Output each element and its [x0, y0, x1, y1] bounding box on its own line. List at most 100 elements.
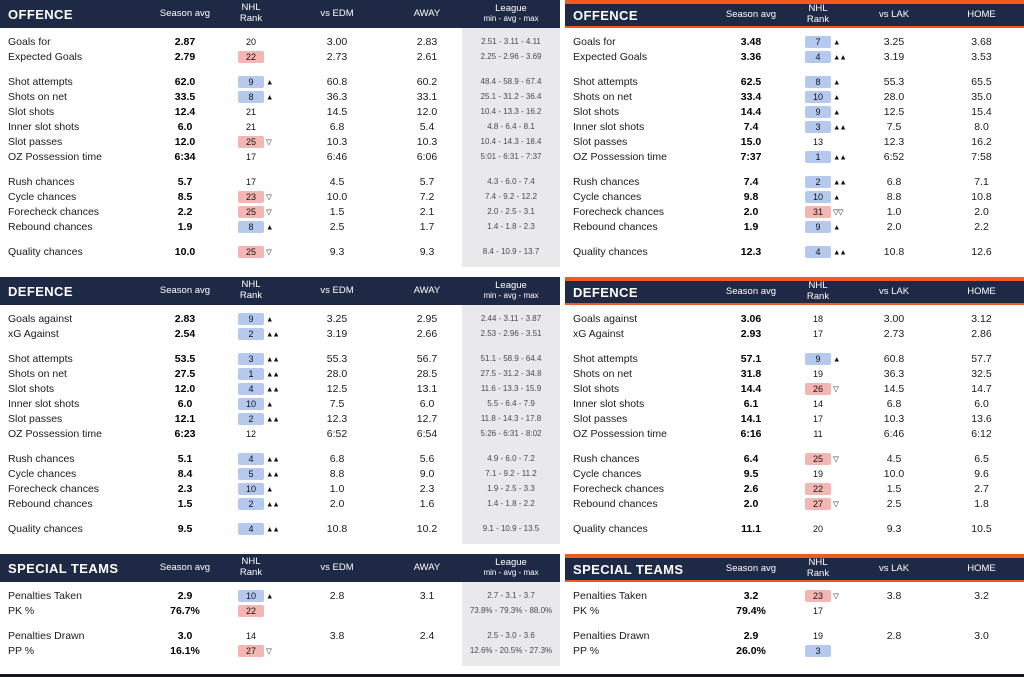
col-header-nhl-rank: NHL Rank [806, 280, 830, 302]
home-away-value: 35.0 [971, 90, 992, 103]
rank-down-icon: ▽ [266, 136, 272, 146]
nhl-rank-cell: 4 ▲▲ [220, 522, 282, 535]
stat-label: Slot passes [573, 135, 628, 148]
table-row: Slot passes 15.0 13 12.3 16.2 [565, 134, 1024, 149]
home-away-value: 13.1 [416, 382, 438, 395]
rank-up-icon: ▲▲ [266, 453, 280, 463]
table-row: PK % 76.7% 22 73.8% - 79.3% - 88.0% [0, 603, 560, 618]
table-row: Rush chances 5.7 17 4.5 5.7 4.3 - 6.0 - 7.4 [0, 174, 560, 189]
stat-group: Penalties Drawn 3.0 14 3.8 2.4 2.5 - 3.0 - 3.… [0, 628, 560, 658]
nhl-rank-value: 10 [805, 90, 831, 103]
nhl-rank-cell: 17 [220, 151, 282, 163]
season-avg-value: 7.4 [743, 120, 759, 133]
nhl-rank-cell: 14 [220, 630, 282, 642]
league-range-value: 27.5 - 31.2 - 34.8 [480, 369, 542, 378]
stat-group: Goals for 3.48 7 ▲ 3.25 3.68 Expected Goals 3.3… [565, 34, 1024, 64]
league-range-value: 73.8% - 79.3% - 88.0% [469, 606, 553, 615]
home-away-value: 6:06 [416, 150, 438, 163]
season-avg-value: 62.5 [740, 75, 762, 88]
stat-group: Penalties Taken 2.9 10 ▲ 2.8 3.1 2.7 - 3.1 - 3… [0, 588, 560, 618]
stat-label: OZ Possession time [8, 427, 102, 440]
stat-group: Quality chances 11.1 20 9.3 10.5 [565, 521, 1024, 536]
nhl-rank-cell: 18 [787, 313, 849, 325]
nhl-rank-value: 22 [238, 604, 264, 617]
vs-opponent-value: 6:52 [883, 150, 905, 163]
section-body-special-teams: Penalties Taken 3.2 23 ▽ 3.8 3.2 PK % 79.4% 17 Pe… [565, 582, 1024, 666]
nhl-rank-value: 18 [812, 313, 823, 324]
home-away-value: 12.0 [416, 105, 438, 118]
vs-opponent-value: 9.3 [329, 245, 345, 258]
league-range-value: 11.8 - 14.3 - 17.8 [480, 414, 542, 423]
vs-opponent-value: 8.8 [886, 190, 902, 203]
nhl-rank-cell: 9 ▲ [220, 312, 282, 325]
league-range-value: 2.25 - 2.96 - 3.69 [480, 52, 542, 61]
nhl-rank-value: 9 [238, 75, 264, 88]
home-away-value: 1.7 [419, 220, 435, 233]
league-range-value: 2.44 - 3.11 - 3.87 [480, 314, 542, 323]
stat-label: Cycle chances [8, 190, 77, 203]
rank-up-icon: ▲▲ [833, 151, 847, 161]
panel-right-team: OFFENCE Season avg NHL Rank vs LAK HOME Goals … [565, 0, 1024, 677]
stat-label: Slot shots [573, 105, 620, 118]
home-away-value: 2.2 [974, 220, 989, 233]
nhl-rank-cell: 10 ▲ [220, 589, 282, 602]
season-avg-value: 2.93 [740, 327, 762, 340]
col-header-season-avg: Season avg [159, 7, 211, 19]
nhl-rank-value: 17 [812, 605, 823, 616]
table-row: Rebound chances 1.9 9 ▲ 2.0 2.2 [565, 219, 1024, 234]
vs-opponent-value: 10.0 [883, 467, 905, 480]
table-row: Forecheck chances 2.3 10 ▲ 1.0 2.3 1.9 - 2.5 -… [0, 481, 560, 496]
col-header-vs-opponent: vs LAK [878, 8, 910, 20]
stat-label: Slot passes [573, 412, 628, 425]
nhl-rank-cell: 10 ▲ [787, 90, 849, 103]
table-row: OZ Possession time 6:23 12 6:52 6:54 5:26 - 6… [0, 426, 560, 441]
home-away-value: 2.61 [416, 50, 438, 63]
stat-label: Penalties Taken [573, 589, 647, 602]
league-range-value: 8.4 - 10.9 - 13.7 [482, 247, 540, 256]
stat-label: Shots on net [8, 90, 67, 103]
home-away-value: 2.7 [974, 482, 989, 495]
table-row: Shot attempts 53.5 3 ▲▲ 55.3 56.7 51.1 - 58.9 … [0, 351, 560, 366]
table-row: PP % 16.1% 27 ▽ 12.6% - 20.5% - 27.3% [0, 643, 560, 658]
stat-label: Expected Goals [573, 50, 648, 63]
vs-opponent-value: 12.5 [883, 105, 905, 118]
league-range-value: 4.9 - 6.0 - 7.2 [487, 454, 535, 463]
table-row: Inner slot shots 6.0 10 ▲ 7.5 6.0 5.5 - 6.4 - … [0, 396, 560, 411]
league-range-value: 7.4 - 9.2 - 12.2 [484, 192, 538, 201]
home-away-value: 12.7 [416, 412, 438, 425]
table-row: Shot attempts 62.0 9 ▲ 60.8 60.2 48.4 - 58.9 -… [0, 74, 560, 89]
stat-label: PK % [573, 604, 600, 617]
col-header-vs-opponent: vs LAK [878, 285, 910, 297]
home-away-value: 32.5 [971, 367, 992, 380]
nhl-rank-value: 20 [245, 36, 256, 47]
nhl-rank-value: 10 [238, 482, 264, 495]
home-away-value: 2.3 [419, 482, 435, 495]
nhl-rank-cell: 9 ▲ [787, 105, 849, 118]
nhl-rank-cell: 26 ▽ [787, 382, 849, 395]
vs-opponent-value: 2.0 [329, 497, 345, 510]
stat-label: Cycle chances [8, 467, 77, 480]
home-away-value: 9.6 [974, 467, 989, 480]
stat-group: Rush chances 6.4 25 ▽ 4.5 6.5 Cycle chances 9.5… [565, 451, 1024, 511]
season-avg-value: 12.0 [174, 382, 196, 395]
vs-opponent-value: 7.5 [329, 397, 345, 410]
rank-up-icon: ▲ [833, 221, 841, 231]
section-defence: DEFENCE Season avg NHL Rank vs LAK HOME Goals … [565, 277, 1024, 544]
vs-opponent-value: 3.25 [326, 312, 348, 325]
nhl-rank-value: 25 [805, 452, 831, 465]
stat-group: Penalties Taken 3.2 23 ▽ 3.8 3.2 PK % 79.4% 17 [565, 588, 1024, 618]
vs-opponent-value: 14.5 [883, 382, 905, 395]
nhl-rank-cell: 22 [220, 50, 282, 63]
stat-label: Penalties Drawn [8, 629, 85, 642]
rank-up-icon: ▲▲ [266, 413, 280, 423]
col-header-nhl-rank: NHL Rank [806, 557, 830, 579]
nhl-rank-value: 9 [805, 352, 831, 365]
home-away-value: 15.4 [971, 105, 992, 118]
stat-label: Forecheck chances [573, 205, 665, 218]
vs-opponent-value: 60.8 [883, 352, 905, 365]
nhl-rank-cell: 3 [787, 644, 849, 657]
vs-opponent-value: 36.3 [883, 367, 905, 380]
col-header-season-avg: Season avg [725, 285, 777, 297]
nhl-rank-cell: 31 ▽▽ [787, 205, 849, 218]
nhl-rank-value: 9 [238, 312, 264, 325]
